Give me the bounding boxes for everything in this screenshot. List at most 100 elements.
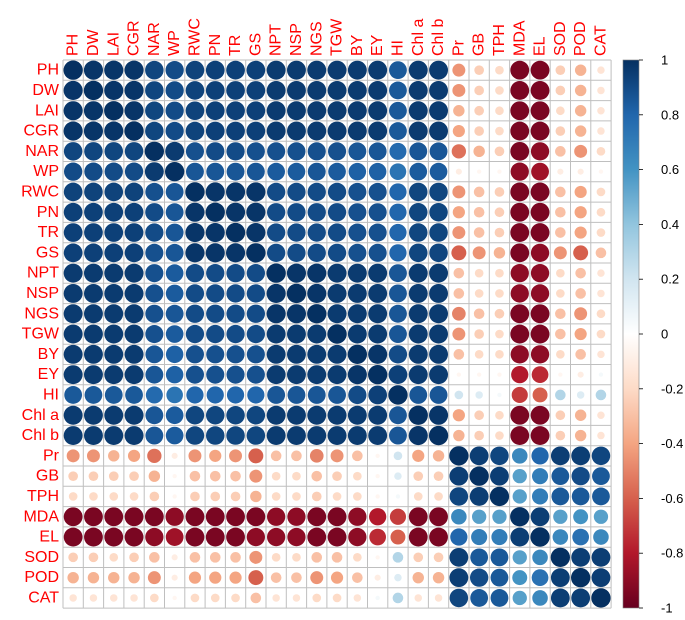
corr-circle-wp-chl-a <box>409 162 428 181</box>
corr-circle-lai-ey <box>368 101 388 121</box>
corr-circle-tgw-ngs <box>307 324 327 344</box>
corr-circle-chl-b-npt <box>266 426 286 446</box>
corr-circle-npt-mda <box>510 264 529 283</box>
corr-circle-chl-b-lai <box>104 426 124 446</box>
corr-circle-wp-el <box>531 162 549 181</box>
corr-circle-gs-gb <box>472 246 486 260</box>
corr-circle-ngs-gs <box>246 304 265 323</box>
corr-circle-npt-nsp <box>286 263 307 283</box>
corr-circle-cgr-wp <box>165 121 184 141</box>
corr-circle-gs-gs <box>246 243 266 263</box>
corr-circle-pod-el <box>531 569 549 587</box>
color-bar-tick-label: -0.6 <box>661 491 683 506</box>
corr-circle-gb-ph <box>68 471 78 481</box>
corr-circle-tr-sod <box>555 227 566 238</box>
corr-circle-tr-el <box>530 223 550 242</box>
corr-circle-pod-wp <box>171 574 178 581</box>
corr-circle-nar-sod <box>555 146 566 157</box>
corr-circle-pn-npt <box>267 203 286 222</box>
corr-circle-lai-nsp <box>286 101 306 121</box>
corr-circle-pod-gs <box>248 570 264 586</box>
corr-circle-chl-b-gb <box>474 430 484 441</box>
corr-circle-tr-tgw <box>327 223 347 242</box>
corr-circle-tr-npt <box>267 223 286 242</box>
corr-circle-pn-tr <box>226 202 246 222</box>
corr-circle-gs-chl-b <box>429 243 448 263</box>
corr-circle-wp-nsp <box>287 162 306 181</box>
corr-circle-gs-cgr <box>124 243 144 263</box>
corr-circle-by-npt <box>266 344 286 364</box>
corr-circle-gb-pn <box>209 470 221 482</box>
corr-circle-pr-el <box>531 447 549 465</box>
corr-circle-pn-dw <box>84 202 103 222</box>
corr-circle-pr-cat <box>591 446 611 466</box>
corr-circle-gb-sod <box>551 467 570 486</box>
corr-circle-nar-nar <box>144 141 165 162</box>
corr-circle-wp-by <box>348 162 367 181</box>
corr-circle-tph-pr <box>449 487 469 506</box>
corr-circle-ey-npt <box>266 365 286 385</box>
corr-circle-sod-nsp <box>292 553 301 562</box>
corr-circle-ngs-sod <box>555 308 566 320</box>
corr-circle-gb-chl-a <box>413 471 424 481</box>
corr-circle-nsp-ey <box>368 283 388 303</box>
corr-circle-ey-nar <box>145 365 164 384</box>
corr-circle-el-cat <box>593 529 609 545</box>
corr-circle-npt-pod <box>575 267 586 279</box>
circles <box>63 60 611 608</box>
corr-circle-el-tr <box>226 527 245 547</box>
corr-circle-el-npt <box>267 527 286 547</box>
corr-circle-tph-rwc <box>190 491 200 502</box>
corr-circle-el-pn <box>205 527 225 547</box>
corr-circle-lai-cgr <box>124 101 144 121</box>
corr-circle-tr-by <box>348 223 367 242</box>
corr-circle-lai-tph <box>495 106 504 116</box>
corr-circle-nsp-chl-a <box>408 283 428 303</box>
corr-circle-lai-el <box>530 101 550 121</box>
corr-circle-wp-mda <box>510 162 529 181</box>
corr-circle-sod-chl-a <box>413 552 424 563</box>
row-label-chl-b: Chl b <box>22 427 59 444</box>
color-bar-tick-label: -0.8 <box>661 546 683 561</box>
corr-circle-ey-chl-b <box>429 365 449 385</box>
corr-circle-cat-sod <box>550 588 570 608</box>
corr-circle-cat-chl-a <box>414 594 422 602</box>
corr-circle-nsp-hi <box>389 284 407 303</box>
corr-circle-rwc-mda <box>510 182 530 202</box>
corr-circle-chl-a-by <box>347 405 367 425</box>
corr-circle-by-sod <box>556 350 565 359</box>
corr-circle-tph-ey <box>375 494 380 499</box>
row-label-gb: GB <box>36 468 59 485</box>
corr-circle-wp-pod <box>577 168 584 175</box>
corr-circle-gs-npt <box>267 243 286 262</box>
corr-circle-ph-nsp <box>286 60 306 80</box>
corr-circle-tph-cgr <box>129 492 139 501</box>
corr-circle-rwc-nar <box>145 182 164 201</box>
corr-circle-cat-gb <box>470 589 489 607</box>
corr-circle-ey-gs <box>246 365 265 384</box>
corr-circle-lai-chl-a <box>408 101 428 121</box>
corr-circle-mda-gb <box>471 509 487 524</box>
corr-circle-tr-dw <box>84 223 103 242</box>
corr-circle-pod-rwc <box>188 571 202 584</box>
row-label-chl-a: Chl a <box>22 407 59 424</box>
corr-circle-nar-rwc <box>185 142 204 161</box>
corr-circle-chl-a-cat <box>597 411 605 419</box>
corr-circle-pn-pod <box>574 206 587 219</box>
corr-circle-npt-tgw <box>327 263 347 283</box>
corr-circle-wp-pn <box>206 162 225 181</box>
corr-circle-gb-tr <box>230 470 241 482</box>
corr-circle-npt-hi <box>389 264 407 283</box>
corr-circle-sod-chl-b <box>433 552 444 563</box>
corr-circle-nsp-by <box>347 283 367 303</box>
corr-circle-dw-rwc <box>185 81 205 100</box>
corr-circle-rwc-tr <box>226 182 246 202</box>
corr-circle-nsp-pn <box>206 284 225 303</box>
corr-circle-lai-sod <box>556 106 565 116</box>
corr-circle-pn-chl-a <box>408 202 428 222</box>
corr-circle-rwc-wp <box>165 183 184 201</box>
row-label-cgr: CGR <box>23 123 59 140</box>
corr-circle-chl-b-cat <box>597 431 605 440</box>
corr-circle-hi-chl-b <box>429 386 448 404</box>
corr-circle-mda-sod <box>553 509 568 524</box>
